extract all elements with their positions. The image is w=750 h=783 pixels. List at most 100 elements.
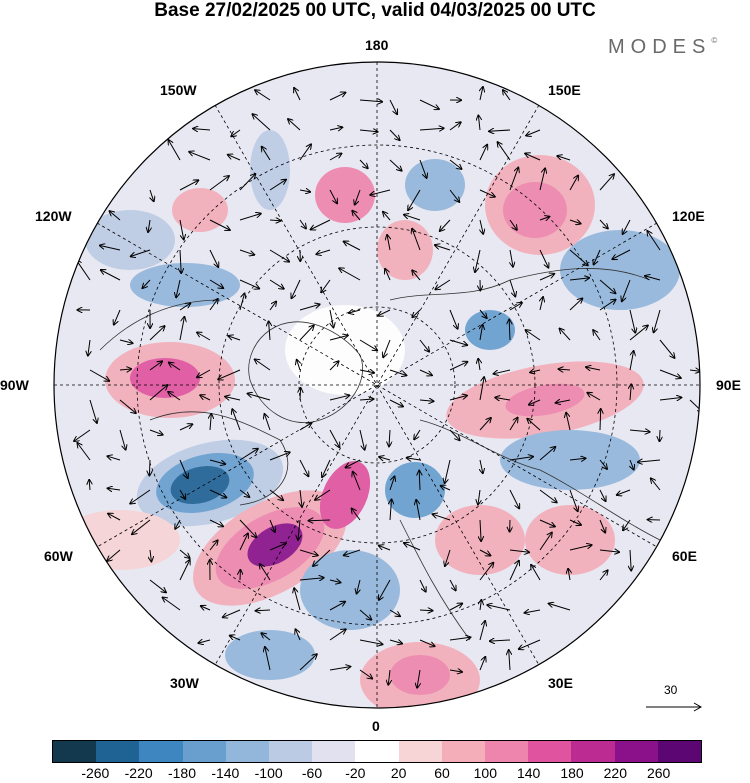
wind-arrow — [179, 489, 185, 499]
wind-arrow — [148, 219, 150, 232]
wind-arrow — [487, 605, 511, 611]
wind-arrow — [359, 100, 382, 102]
wind-arrow — [209, 249, 218, 267]
wind-arrow — [108, 488, 121, 490]
wind-arrow — [441, 486, 451, 490]
wind-arrow — [269, 489, 283, 500]
wind-arrow — [623, 519, 631, 530]
colorbar-tick-label: -20 — [345, 765, 366, 781]
colorbar-tick-label: 60 — [434, 765, 450, 781]
wind-arrow — [478, 489, 480, 504]
wind-arrow — [89, 480, 90, 491]
label-120w: 120W — [35, 208, 72, 224]
wind-arrow — [269, 249, 289, 262]
reference-vector-value: 30 — [664, 683, 678, 697]
wind-arrow — [329, 667, 350, 671]
wind-arrow — [449, 637, 471, 640]
wind-arrow — [509, 550, 529, 552]
colorbar-tick-label: 180 — [560, 765, 584, 781]
wind-arrow — [163, 598, 181, 611]
wind-arrow — [269, 321, 270, 341]
wind-arrow — [322, 459, 331, 477]
wind-arrow — [150, 189, 154, 201]
wind-arrow — [330, 309, 333, 327]
wind-arrow — [480, 600, 481, 611]
colorbar-tick-label: -180 — [167, 765, 197, 781]
wind-arrow — [569, 176, 578, 191]
wind-arrow — [231, 129, 241, 136]
wind-arrow — [419, 339, 429, 352]
wind-arrow — [260, 564, 271, 581]
wind-arrow — [630, 459, 634, 470]
wind-arrow — [239, 519, 256, 537]
wind-arrow — [119, 369, 131, 370]
wind-arrow — [359, 339, 377, 350]
wind-arrow — [262, 147, 271, 161]
wind-arrow — [480, 219, 483, 234]
wind-arrow — [390, 500, 392, 521]
wind-arrow — [593, 330, 601, 341]
reference-arrow-icon — [646, 702, 703, 712]
wind-arrow — [404, 543, 421, 551]
colorbar-tick-label: -140 — [211, 765, 240, 781]
wind-arrow — [478, 359, 480, 371]
wind-arrow — [622, 279, 631, 301]
wind-arrow — [149, 385, 167, 401]
wind-arrow — [449, 122, 461, 131]
wind-arrow — [294, 588, 301, 611]
wind-arrow — [419, 99, 439, 109]
wind-arrow — [389, 640, 402, 644]
wind-arrow — [299, 304, 320, 311]
wind-arrow — [239, 174, 255, 191]
wind-arrow — [445, 459, 451, 483]
wind-arrow — [110, 211, 121, 221]
colorbar-swatch — [53, 741, 97, 762]
wind-arrow — [389, 369, 406, 375]
wind-arrow — [569, 489, 578, 511]
wind-arrow — [316, 249, 331, 254]
wind-arrow — [309, 520, 331, 521]
wind-arrow — [119, 340, 133, 343]
wind-arrow — [651, 478, 661, 491]
wind-arrow — [479, 418, 491, 431]
modes-logo: MODES© — [608, 36, 718, 58]
wind-arrow — [449, 396, 467, 401]
wind-arrow — [344, 549, 361, 555]
wind-arrow — [357, 579, 360, 594]
wind-arrow — [560, 329, 571, 341]
colorbar-swatch — [139, 741, 183, 762]
wind-arrow — [389, 429, 390, 446]
wind-arrow — [509, 650, 510, 671]
wind-vectors — [74, 87, 700, 688]
wind-arrow — [379, 457, 391, 460]
wind-arrow — [419, 128, 444, 130]
wind-arrow — [479, 621, 485, 641]
map-title: Base 27/02/2025 00 UTC, valid 04/03/2025… — [154, 0, 596, 21]
wind-arrow — [107, 549, 121, 561]
wind-arrow — [299, 219, 306, 228]
wind-arrow — [169, 140, 181, 161]
wind-arrow — [232, 409, 241, 431]
wind-arrow — [359, 130, 378, 132]
colorbar-swatch — [269, 741, 313, 762]
wind-arrow — [209, 279, 223, 288]
wind-arrow — [269, 279, 284, 289]
wind-arrow — [569, 278, 589, 280]
wind-arrow — [489, 130, 511, 131]
wind-arrow — [143, 279, 151, 288]
wind-arrow — [529, 399, 541, 405]
wind-arrow — [404, 215, 421, 221]
wind-arrow — [599, 550, 619, 552]
colorbar-tick-label: -60 — [301, 765, 323, 781]
wind-arrow — [352, 211, 361, 221]
colorbar-tick-label: -100 — [254, 765, 283, 781]
wind-arrow — [315, 489, 331, 500]
wind-arrow — [449, 670, 462, 672]
wind-arrow — [449, 189, 459, 202]
wind-arrow — [299, 578, 324, 580]
wind-arrow — [297, 360, 300, 371]
wind-arrow — [417, 669, 420, 688]
colorbar-swatch — [657, 741, 702, 762]
wind-arrow — [225, 397, 241, 400]
wind-arrow — [300, 489, 302, 507]
